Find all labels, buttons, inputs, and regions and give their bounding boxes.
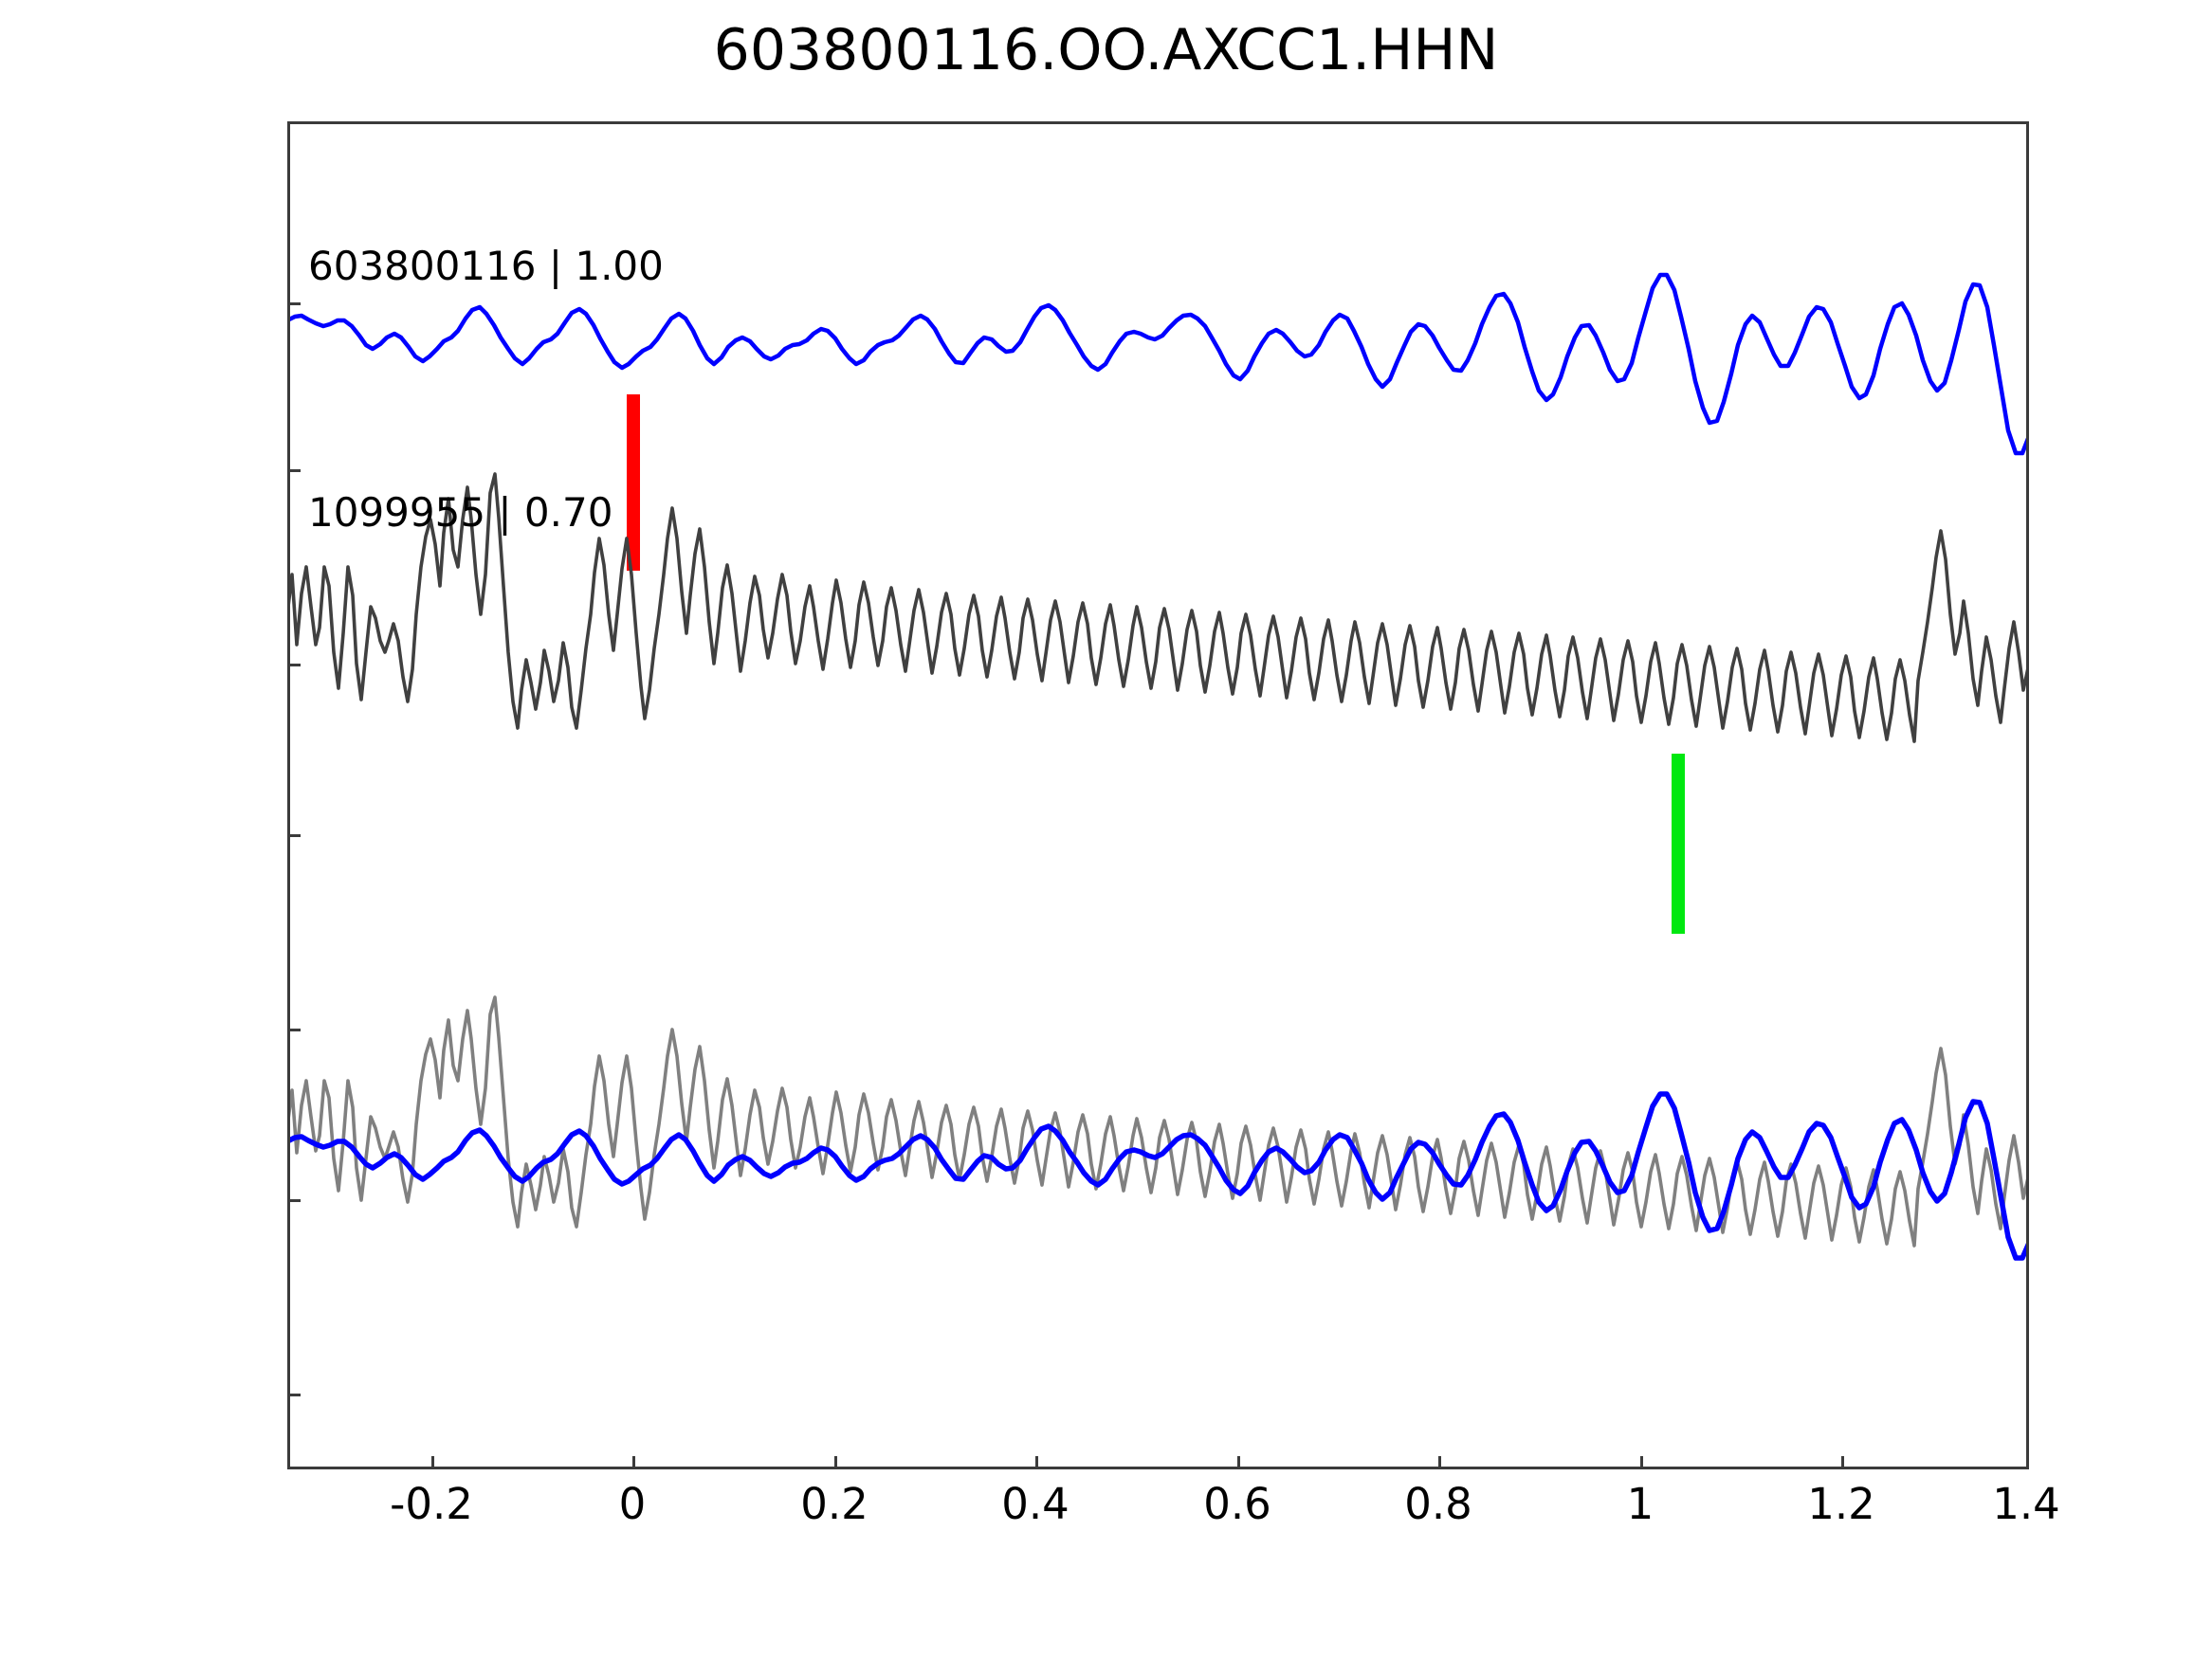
y-tick-mark xyxy=(287,1199,301,1202)
x-tick-mark xyxy=(1841,1456,1844,1469)
x-tick-label: 1 xyxy=(1626,1479,1654,1529)
x-tick-label: 1.2 xyxy=(1807,1479,1875,1529)
x-tick-mark xyxy=(431,1456,434,1469)
x-tick-label: 0.4 xyxy=(1001,1479,1069,1529)
template-trace-group xyxy=(287,272,2029,456)
y-tick-mark xyxy=(287,1029,301,1031)
x-tick-label: 0.2 xyxy=(800,1479,868,1529)
overlay-panel-group xyxy=(287,995,2029,1261)
x-tick-mark xyxy=(2026,1456,2029,1469)
y-tick-mark xyxy=(287,469,301,472)
overlay-template-trace xyxy=(287,1091,2029,1261)
y-tick-mark xyxy=(287,302,301,305)
template-trace-label: 603800116 | 1.00 xyxy=(308,243,664,289)
x-axis-tick-labels: -0.2 0 0.2 0.4 0.6 0.8 1 1.2 1.4 xyxy=(287,1479,2060,1545)
x-tick-mark xyxy=(1438,1456,1441,1469)
x-tick-mark xyxy=(1237,1456,1240,1469)
x-tick-label: -0.2 xyxy=(390,1479,473,1529)
waveform-canvas xyxy=(287,272,2029,1261)
x-tick-mark xyxy=(834,1456,837,1469)
y-tick-mark xyxy=(287,834,301,837)
x-tick-mark xyxy=(632,1456,635,1469)
y-tick-mark xyxy=(287,1394,301,1396)
overlay-detection-trace xyxy=(287,995,2029,1248)
plot-area: 603800116 | 1.00 1099955 | 0.70 xyxy=(287,121,2029,1469)
x-tick-label: 1.4 xyxy=(1992,1479,2060,1529)
x-tick-label: 0 xyxy=(618,1479,647,1529)
detection-trace xyxy=(287,472,2029,743)
x-tick-label: 0.8 xyxy=(1404,1479,1472,1529)
detection-trace-label: 1099955 | 0.70 xyxy=(308,489,613,536)
x-tick-label: 0.6 xyxy=(1203,1479,1271,1529)
template-trace xyxy=(287,272,2029,456)
detection-trace-group xyxy=(287,472,2029,743)
x-tick-mark xyxy=(1035,1456,1038,1469)
x-tick-mark xyxy=(1640,1456,1643,1469)
y-tick-mark xyxy=(287,664,301,666)
page-title: 603800116.OO.AXCC1.HHN xyxy=(713,17,1499,83)
